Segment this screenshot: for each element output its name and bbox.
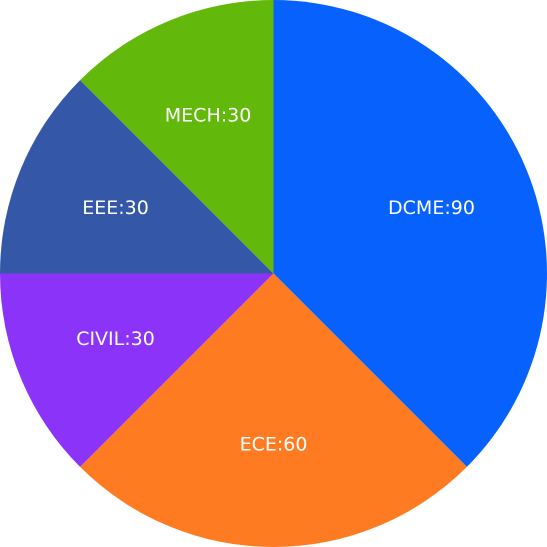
pie-slice-ece — [80, 273, 467, 547]
pie-labels: DCME:90 ECE:60 CIVIL:30 EEE:30 MECH:30 — [76, 105, 475, 456]
pie-slice-dcme — [273, 0, 547, 467]
pie-label-mech: MECH:30 — [165, 105, 252, 127]
pie-label-ece: ECE:60 — [240, 434, 308, 456]
pie-label-eee: EEE:30 — [82, 197, 149, 219]
pie-label-civil: CIVIL:30 — [76, 328, 155, 350]
pie-slice-eee — [0, 80, 274, 274]
pie-slice-civil — [0, 273, 274, 467]
pie-slice-mech — [80, 0, 274, 274]
pie-label-dcme: DCME:90 — [388, 197, 475, 219]
